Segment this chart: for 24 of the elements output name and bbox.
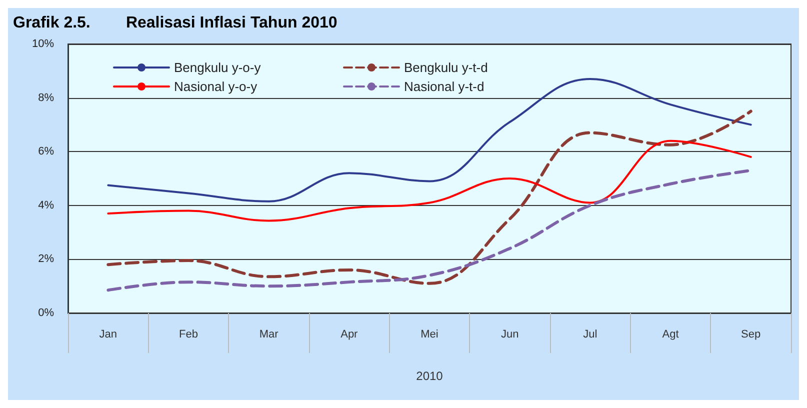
legend-label: Nasional y-t-d (404, 79, 484, 94)
y-tick-label: 6% (38, 146, 54, 158)
line-series (107, 140, 752, 222)
y-tick-label: 8% (38, 92, 54, 104)
y-tick-label: 0% (38, 307, 54, 319)
x-tick-label: Jun (500, 328, 519, 340)
y-tick-label: 2% (38, 253, 54, 266)
legend-label: Nasional y-o-y (174, 79, 258, 94)
x-tick-label: Jul (583, 328, 598, 340)
x-tick-label: Apr (340, 328, 358, 340)
x-tick-label: Agt (662, 328, 679, 340)
x-tick-label: Mar (259, 328, 279, 340)
x-tick-label: Jan (99, 328, 118, 340)
legend-label: Bengkulu y-t-d (404, 60, 488, 75)
x-tick-label: Feb (179, 328, 198, 340)
x-tick-label: Mei (420, 328, 438, 340)
line-series (107, 78, 752, 202)
legend-label: Bengkulu y-o-y (174, 60, 262, 75)
x-axis-title: 2010 (416, 369, 444, 383)
y-tick-label: 10% (32, 38, 54, 50)
x-tick-label: Sep (741, 328, 761, 340)
chart-title: Grafik 2.5. Realisasi Inflasi Tahun 2010 (13, 14, 338, 32)
y-tick-label: 4% (38, 199, 54, 212)
line-series (106, 110, 752, 285)
